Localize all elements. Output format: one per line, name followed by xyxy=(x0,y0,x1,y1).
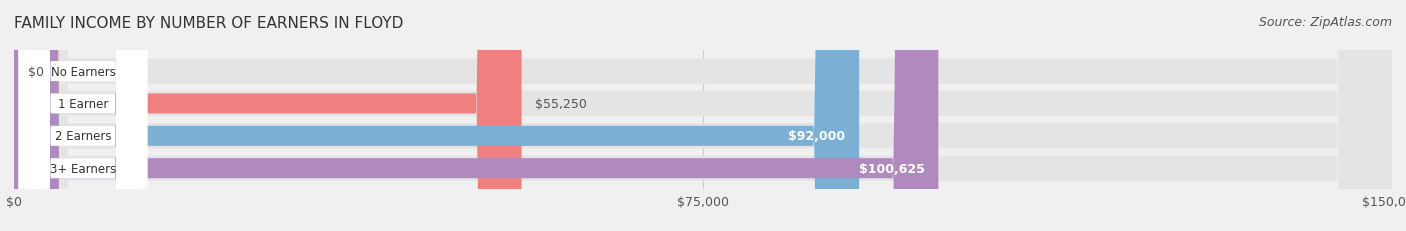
Text: $92,000: $92,000 xyxy=(789,130,845,143)
Text: $100,625: $100,625 xyxy=(859,162,925,175)
Text: $55,250: $55,250 xyxy=(536,97,588,110)
FancyBboxPatch shape xyxy=(18,0,148,231)
FancyBboxPatch shape xyxy=(14,0,859,231)
Text: 3+ Earners: 3+ Earners xyxy=(49,162,117,175)
FancyBboxPatch shape xyxy=(14,0,1392,231)
Text: No Earners: No Earners xyxy=(51,65,115,78)
FancyBboxPatch shape xyxy=(14,0,522,231)
FancyBboxPatch shape xyxy=(18,0,148,231)
Text: Source: ZipAtlas.com: Source: ZipAtlas.com xyxy=(1258,16,1392,29)
FancyBboxPatch shape xyxy=(14,0,1392,231)
FancyBboxPatch shape xyxy=(18,0,148,231)
Text: 1 Earner: 1 Earner xyxy=(58,97,108,110)
Text: FAMILY INCOME BY NUMBER OF EARNERS IN FLOYD: FAMILY INCOME BY NUMBER OF EARNERS IN FL… xyxy=(14,16,404,31)
FancyBboxPatch shape xyxy=(14,0,1392,231)
FancyBboxPatch shape xyxy=(14,0,1392,231)
Text: 2 Earners: 2 Earners xyxy=(55,130,111,143)
Text: $0: $0 xyxy=(28,65,44,78)
FancyBboxPatch shape xyxy=(18,0,148,231)
FancyBboxPatch shape xyxy=(14,0,938,231)
